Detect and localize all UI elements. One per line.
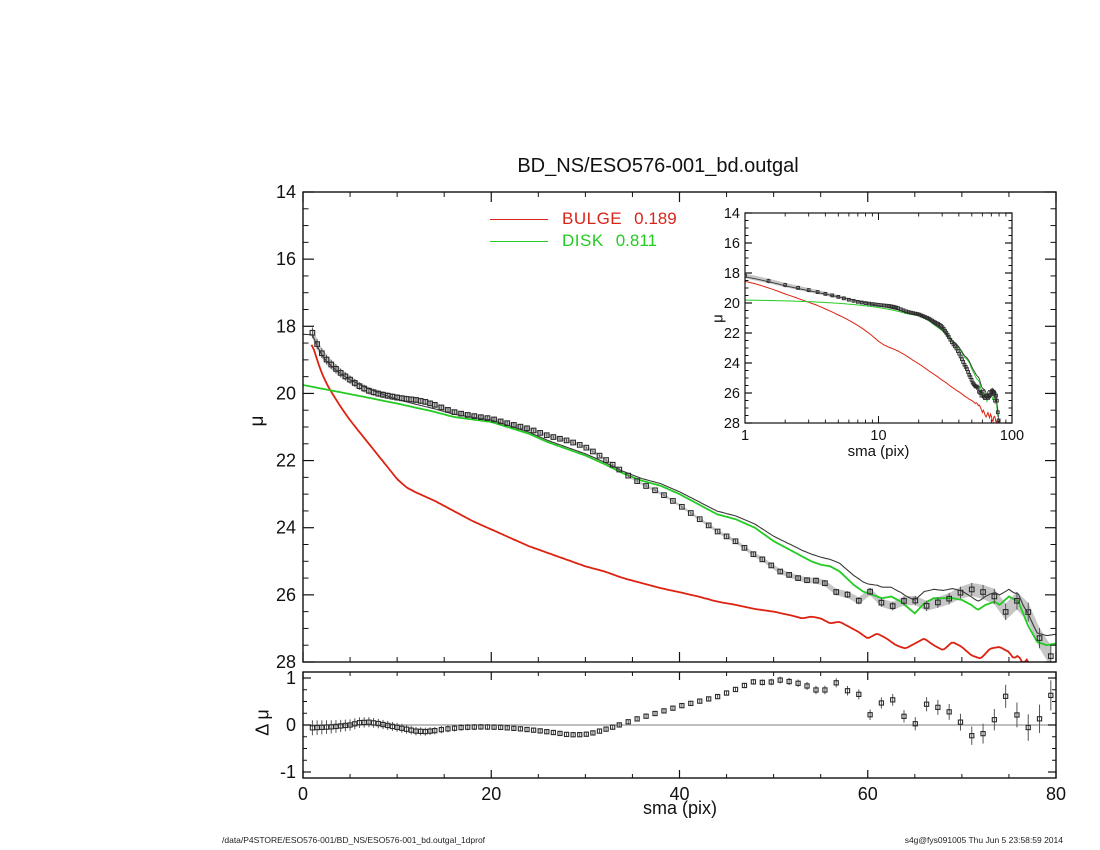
svg-text:14: 14 — [276, 182, 296, 202]
svg-text:16: 16 — [724, 236, 740, 252]
inset-bulge-line — [745, 280, 998, 423]
svg-text:18: 18 — [724, 266, 740, 282]
plot-title: BD_NS/ESO576-001_bd.outgal — [517, 155, 799, 177]
svg-text:16: 16 — [276, 249, 296, 269]
svg-text:24: 24 — [276, 518, 296, 538]
svg-text:0: 0 — [286, 715, 296, 735]
svg-text:10: 10 — [870, 428, 886, 444]
svg-text:20: 20 — [724, 296, 740, 312]
data-points — [309, 329, 1054, 660]
x-tick-labels: 0 20 40 60 80 — [298, 784, 1066, 804]
svg-text:24: 24 — [724, 356, 740, 372]
bulge-line-swatch — [490, 218, 548, 220]
svg-text:18: 18 — [276, 316, 296, 336]
svg-text:-1: -1 — [280, 762, 296, 782]
main-ticks — [302, 191, 1057, 663]
svg-text:22: 22 — [724, 326, 740, 342]
y-axis-label-mu: μ — [247, 415, 268, 427]
svg-text:14: 14 — [724, 206, 740, 222]
residual-ticks — [302, 672, 1057, 778]
disk-label: DISK — [562, 231, 604, 250]
disk-fraction: 0.811 — [615, 231, 657, 250]
y-axis-label-delta-mu: Δ μ — [252, 709, 273, 736]
svg-text:1: 1 — [286, 668, 296, 688]
inset-data-points — [745, 274, 1001, 423]
disk-line-swatch — [490, 240, 548, 242]
main-y-tick-labels: 14 16 18 20 22 24 26 28 — [276, 182, 296, 672]
svg-text:22: 22 — [276, 451, 296, 471]
svg-text:20: 20 — [276, 383, 296, 403]
svg-text:26: 26 — [724, 386, 740, 402]
legend-item-bulge: BULGE 0.189 — [490, 208, 677, 230]
inset-total-line — [745, 276, 1000, 412]
footer-file-path: /data/P4STORE/ESO576-001/BD_NS/ESO576-00… — [222, 835, 486, 845]
inset-x-axis-label-sma: sma (pix) — [847, 443, 910, 460]
svg-text:100: 100 — [1000, 428, 1024, 444]
disk-line — [303, 384, 1056, 647]
total-model-line — [303, 333, 1056, 637]
bulge-fraction: 0.189 — [634, 209, 677, 228]
svg-text:80: 80 — [1046, 784, 1066, 804]
bulge-label: BULGE — [562, 209, 623, 228]
inset-y-axis-label-mu: μ — [709, 314, 727, 323]
main-panel: 14 16 18 20 22 24 26 28 — [276, 182, 1057, 672]
svg-text:40: 40 — [669, 784, 689, 804]
x-axis-label-sma: sma (pix) — [642, 798, 717, 818]
residual-y-tick-labels: -1 0 1 — [280, 668, 296, 782]
legend-item-disk: DISK 0.811 — [490, 230, 677, 252]
svg-text:28: 28 — [724, 416, 740, 432]
svg-text:0: 0 — [298, 784, 308, 804]
svg-text:60: 60 — [858, 784, 878, 804]
svg-text:1: 1 — [741, 428, 749, 444]
footer-user-timestamp: s4g@fys091005 Thu Jun 5 23:58:59 2014 — [904, 835, 1063, 845]
inset-tick-labels: 14 16 18 20 22 24 26 281 10 100 — [724, 206, 1024, 444]
svg-text:26: 26 — [276, 585, 296, 605]
inset-ticks — [744, 212, 1013, 424]
svg-text:20: 20 — [481, 784, 501, 804]
legend: BULGE 0.189 DISK 0.811 — [490, 208, 677, 252]
inset-panel: 14 16 18 20 22 24 26 281 10 100 — [724, 206, 1024, 444]
residual-points — [309, 677, 1054, 739]
svg-text:28: 28 — [276, 652, 296, 672]
inset-error-band — [745, 273, 999, 423]
inset-frame — [744, 212, 1013, 424]
residual-error-bars — [311, 676, 1052, 745]
bulge-line — [310, 344, 1030, 662]
